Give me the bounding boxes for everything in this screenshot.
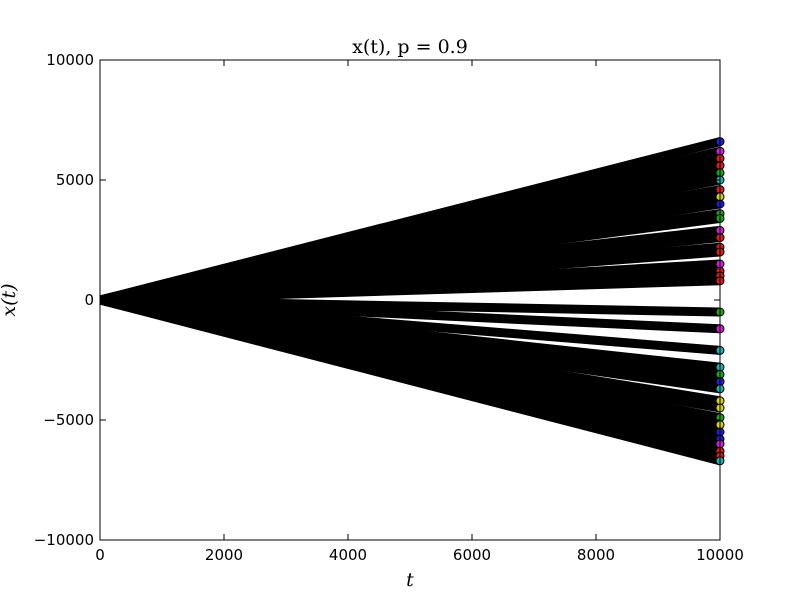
x-tick-label: 0 [95, 546, 105, 564]
y-tick-label: −5000 [43, 411, 94, 429]
y-axis-ticks: −10000 −5000 0 5000 10000 [34, 51, 720, 549]
y-tick-label: 0 [84, 291, 94, 309]
y-tick-label: 10000 [46, 51, 94, 69]
series-line [100, 276, 720, 305]
chart-title: x(t), p = 0.9 [352, 36, 468, 58]
series-layer [100, 137, 720, 466]
x-axis-ticks: 0 2000 4000 6000 8000 10000 [95, 60, 744, 564]
x-tick-label: 8000 [577, 546, 615, 564]
y-axis-label: x(t) [0, 283, 20, 316]
y-tick-label: 5000 [56, 171, 94, 189]
plot-area [99, 59, 725, 541]
y-tick-label: −10000 [34, 531, 94, 549]
x-tick-label: 10000 [696, 546, 744, 564]
x-axis-label: t [406, 569, 414, 591]
x-tick-label: 4000 [329, 546, 367, 564]
series-line [100, 295, 720, 466]
x-tick-label: 6000 [453, 546, 491, 564]
x-tick-label: 2000 [205, 546, 243, 564]
